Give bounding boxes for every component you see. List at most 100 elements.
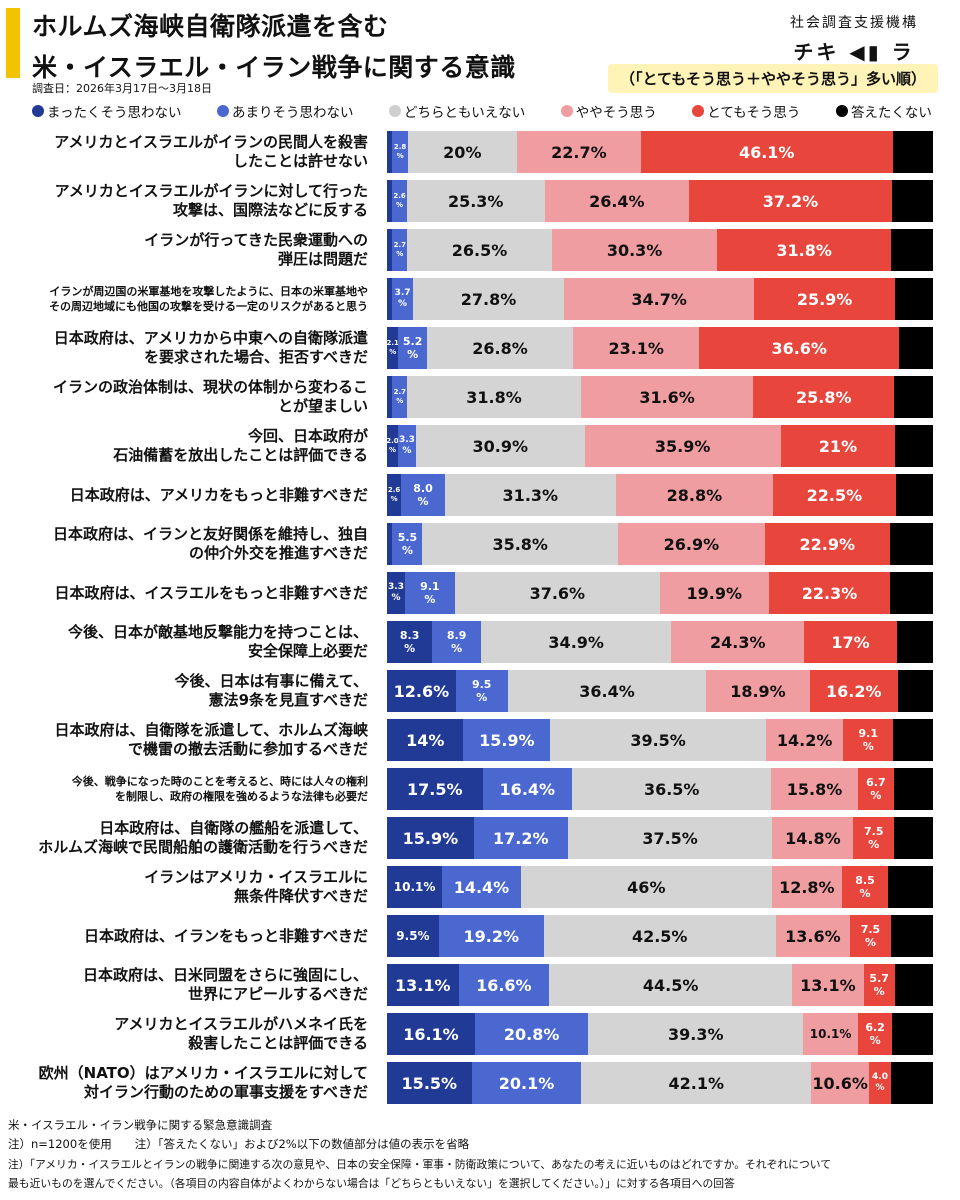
bar-segment-neutral: 30.9% [415,425,585,467]
data-label: 13.1% [800,975,856,995]
data-label: 22.9% [799,534,856,554]
data-label: 8.9 % [446,629,467,655]
data-label: 34.7% [631,289,687,309]
bar-segment-strongly-disagree [387,278,393,320]
category-label: 日本政府は、イランと友好関係を維持し、独自 の仲介外交を推進すべきだ [52,525,368,562]
data-label: 5.2 % [402,335,423,361]
stacked-bar: 13.1% 16.6% 44.5% 13.1% 5.7 % [387,964,933,1006]
bar-segment-neutral: 34.9% [480,621,672,663]
data-label: 7.5 % [863,825,884,851]
data-label: 19.2% [463,926,520,946]
bar-segment-strongly-disagree: 15.5% [387,1062,472,1104]
bar-segment-no-answer [895,474,933,516]
legend-item: まったくそう思わない [32,101,181,121]
category-label: 日本政府は、自衛隊を派遣して、ホルムズ海峡 で機雷の撤去活動に参加するべきだ [54,721,368,758]
bar-segment-somewhat-disagree: 20.1% [471,1062,582,1104]
bar-segment-strongly-agree: 46.1% [640,131,893,173]
data-label: 14% [406,730,445,750]
footer-note-2: 注）「アメリカ・イスラエルとイランの戦争に関連する次の意見や、日本の安全保障・軍… [8,1158,832,1171]
bar-segment-neutral: 39.5% [550,719,766,761]
bar-segment-no-answer [894,768,933,810]
bar-segment-somewhat-disagree: 5.2 % [398,327,427,369]
bar-segment-strongly-agree: 25.8% [753,376,895,418]
bar-segment-somewhat-disagree: 5.5 % [392,523,423,565]
data-label: 3.3 % [398,435,415,456]
data-label: 5.5 % [397,531,418,557]
data-label: 31.3% [502,485,559,505]
bar-segment-strongly-agree: 5.7 % [863,964,895,1006]
bar-segment-strongly-disagree [387,229,393,271]
sort-order-note: （「とてもそう思う＋ややそう思う」多い順） [607,64,938,93]
bar-segment-strongly-disagree: 2.1 % [387,327,399,369]
bar-segment-somewhat-disagree: 9.5 % [455,670,508,712]
bar-segment-no-answer [890,572,933,614]
bar-segment-strongly-disagree: 16.1% [387,1013,475,1055]
data-label: 7.5 % [860,923,881,949]
data-label: 12.6% [393,681,450,701]
data-label: 46% [627,877,666,897]
bar-segment-strongly-disagree: 12.6% [387,670,456,712]
bar-segment-somewhat-agree: 24.3% [671,621,805,663]
stacked-bar: 15.5% 20.1% 42.1% 10.6% 4.0 % [387,1062,933,1104]
org-name: 社会調査支援機構 [790,15,918,31]
stacked-bar: 3.7 % 27.8% 34.7% 25.9% [387,278,933,320]
data-label: 37.6% [529,583,586,603]
bar-segment-somewhat-agree: 22.7% [516,131,641,173]
bar-segment-somewhat-agree: 12.8% [771,866,842,908]
bar-segment-somewhat-disagree: 15.9% [463,719,551,761]
data-label: 22.3% [801,583,858,603]
bar-segment-strongly-disagree: 10.1% [387,866,443,908]
category-label: イランはアメリカ・イスラエルに 無条件降伏すべきだ [144,868,368,905]
footer-note-1: 注）n=1200を使用 注）「答えたくない」および2%以下の数値部分は値の表示を… [8,1137,470,1151]
data-label: 2.7 % [393,241,407,258]
bar-segment-strongly-agree: 22.9% [764,523,890,565]
bar-segment-no-answer [894,817,933,859]
data-label: 20% [443,142,482,162]
title-line-2: 米・イスラエル・イラン戦争に関する意識 [32,53,516,82]
data-label: 2.7 % [393,388,407,405]
data-label: 39.3% [667,1024,724,1044]
data-label: 25.8% [796,387,852,407]
bar-segment-no-answer [894,376,933,418]
bar-segment-strongly-disagree [387,523,393,565]
data-label: 5.7 % [869,972,889,998]
stacked-bar: 2.1 % 5.2 % 26.8% 23.1% 36.6% [387,327,933,369]
bar-segment-no-answer [890,1062,933,1104]
data-label: 15.9% [479,730,535,750]
stacked-bar: 12.6% 9.5 % 36.4% 18.9% 16.2% [387,670,933,712]
category-label: アメリカとイスラエルがハメネイ氏を 殺害したことは評価できる [114,1015,368,1052]
bar-segment-neutral: 35.8% [422,523,618,565]
data-label: 9.1 % [858,727,879,753]
stacked-bar: 2.8 % 20% 22.7% 46.1% [387,131,933,173]
legend-item: あまりそう思わない [216,101,353,121]
data-label: 2.1 % [387,339,399,356]
bar-segment-no-answer [892,1013,933,1055]
bar-segment-no-answer [892,180,933,222]
data-label: 18.9% [730,681,786,701]
bar-segment-strongly-agree: 25.9% [753,278,896,320]
data-label: 2.6 % [393,192,406,209]
data-label: 22.7% [551,142,607,162]
data-label: 44.5% [642,975,699,995]
bar-segment-strongly-agree: 7.5 % [853,817,895,859]
stacked-bar: 2.7 % 26.5% 30.3% 31.8% [387,229,933,271]
bar-segment-somewhat-disagree: 2.7 % [392,376,408,418]
data-label: 46.1% [738,142,795,162]
stacked-bar: 8.3 % 8.9 % 34.9% 24.3% 17% [387,621,933,663]
data-label: 8.0 % [413,482,433,508]
bar-segment-somewhat-agree: 18.9% [706,670,810,712]
legend-label: とてもそう思う [707,105,801,121]
legend-dot [692,105,705,117]
data-label: 30.3% [606,240,663,260]
bar-segment-no-answer [889,523,933,565]
data-label: 10.1% [809,1027,852,1041]
bar-segment-somewhat-agree: 19.9% [659,572,769,614]
bar-segment-neutral: 31.8% [407,376,581,418]
data-label: 14.2% [776,730,833,750]
stacked-bar: 10.1% 14.4% 46% 12.8% 8.5 % [387,866,933,908]
data-label: 26.9% [663,534,720,554]
data-label: 24.3% [710,632,766,652]
bar-segment-somewhat-disagree: 16.6% [458,964,550,1006]
bar-segment-somewhat-agree: 13.6% [775,915,850,957]
bar-segment-somewhat-agree: 31.6% [580,376,754,418]
